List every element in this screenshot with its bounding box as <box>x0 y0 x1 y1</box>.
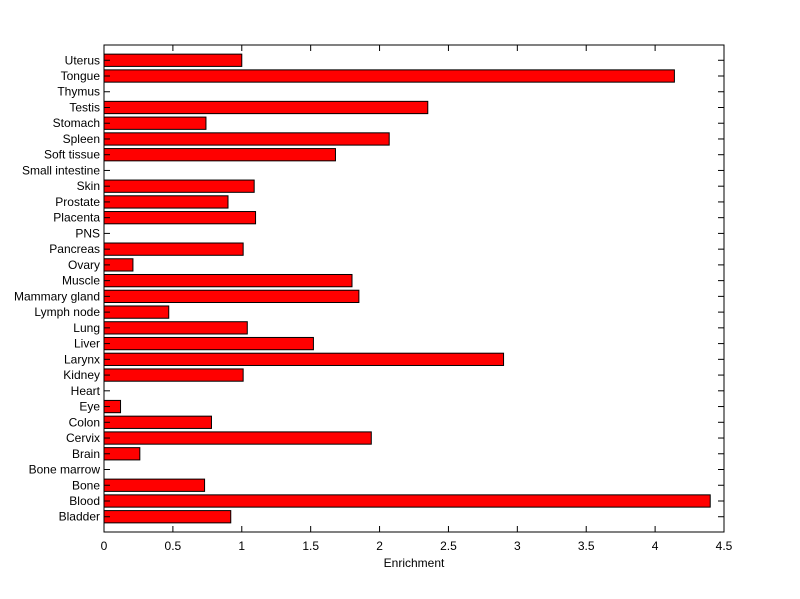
plot-area <box>104 45 724 532</box>
ytick-label-bone-marrow: Bone marrow <box>29 463 101 477</box>
ytick-label-colon: Colon <box>69 415 100 429</box>
bar-placenta <box>103 211 257 225</box>
bar-mammary-gland <box>103 289 360 304</box>
ytick-label-placenta: Placenta <box>53 211 100 225</box>
ytick-label-ovary: Ovary <box>68 258 100 272</box>
ytick-label-uterus: Uterus <box>65 53 100 67</box>
ytick-label-heart: Heart <box>71 384 101 398</box>
ytick-label-brain: Brain <box>72 447 100 461</box>
bar-lung <box>103 321 248 335</box>
ytick-label-liver: Liver <box>74 337 100 351</box>
ytick-label-pancreas: Pancreas <box>49 242 100 256</box>
bar-skin <box>103 179 255 193</box>
ytick-label-small-intestine: Small intestine <box>22 163 100 177</box>
bar-spleen <box>103 132 390 146</box>
xtick-label: 2 <box>376 539 383 553</box>
ytick-label-skin: Skin <box>77 179 100 193</box>
xtick-label: 1.5 <box>302 539 319 553</box>
xtick-label: 3 <box>514 539 521 553</box>
ytick-label-cervix: Cervix <box>66 431 100 445</box>
ytick-label-testis: Testis <box>69 100 100 114</box>
bar-muscle <box>103 273 353 288</box>
ytick-label-pns: PNS <box>75 226 100 240</box>
bar-bladder <box>103 510 232 524</box>
ytick-label-lymph-node: Lymph node <box>34 305 100 319</box>
ticks-group <box>103 45 725 532</box>
ytick-label-muscle: Muscle <box>62 274 100 288</box>
x-tick-labels: 0 0.5 1 1.5 2 2.5 3 3.5 4 4.5 <box>101 539 733 553</box>
bar-tongue <box>103 69 675 83</box>
ytick-label-prostate: Prostate <box>55 195 100 209</box>
bar-testis <box>103 100 429 115</box>
bar-kidney <box>103 368 244 382</box>
bar-prostate <box>103 195 229 209</box>
ytick-label-spleen: Spleen <box>63 132 100 146</box>
xtick-label: 2.5 <box>440 539 457 553</box>
bar-larynx <box>103 352 505 366</box>
bar-cervix <box>103 431 372 445</box>
ytick-label-kidney: Kidney <box>63 368 100 382</box>
ytick-label-eye: Eye <box>79 400 100 414</box>
bar-liver <box>103 336 314 351</box>
ytick-label-thymus: Thymus <box>57 85 100 99</box>
bar-uterus <box>103 53 243 67</box>
ytick-label-larynx: Larynx <box>64 352 100 366</box>
bar-pancreas <box>103 242 244 256</box>
ytick-label-tongue: Tongue <box>61 69 101 83</box>
bar-lymph-node <box>103 305 170 319</box>
ytick-label-bladder: Bladder <box>59 510 100 524</box>
xtick-label: 1 <box>238 539 245 553</box>
ytick-label-mammary-gland: Mammary gland <box>14 289 100 303</box>
x-axis-label: Enrichment <box>384 556 445 570</box>
bar-bone <box>103 478 206 492</box>
plot-frame <box>103 44 725 533</box>
ytick-label-bone: Bone <box>72 478 100 492</box>
bars-group <box>103 53 711 524</box>
xtick-label: 4.5 <box>716 539 733 553</box>
bar-stomach <box>103 116 207 130</box>
xtick-label: 0.5 <box>165 539 182 553</box>
ytick-label-soft-tissue: Soft tissue <box>44 148 100 162</box>
xtick-label: 4 <box>652 539 659 553</box>
ytick-label-blood: Blood <box>69 494 100 508</box>
xtick-label: 3.5 <box>578 539 595 553</box>
xtick-label: 0 <box>101 539 108 553</box>
bar-blood <box>103 494 711 508</box>
ytick-label-stomach: Stomach <box>53 116 100 130</box>
bar-soft-tissue <box>103 148 336 162</box>
bar-colon <box>103 415 212 429</box>
ytick-label-lung: Lung <box>73 321 100 335</box>
